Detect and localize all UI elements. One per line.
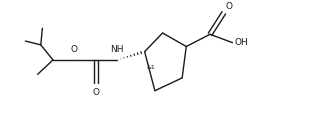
Text: O: O	[226, 2, 233, 11]
Text: OH: OH	[234, 38, 248, 47]
Text: &1: &1	[146, 65, 155, 70]
Text: O: O	[92, 88, 99, 97]
Text: O: O	[71, 45, 78, 54]
Text: NH: NH	[110, 45, 124, 54]
